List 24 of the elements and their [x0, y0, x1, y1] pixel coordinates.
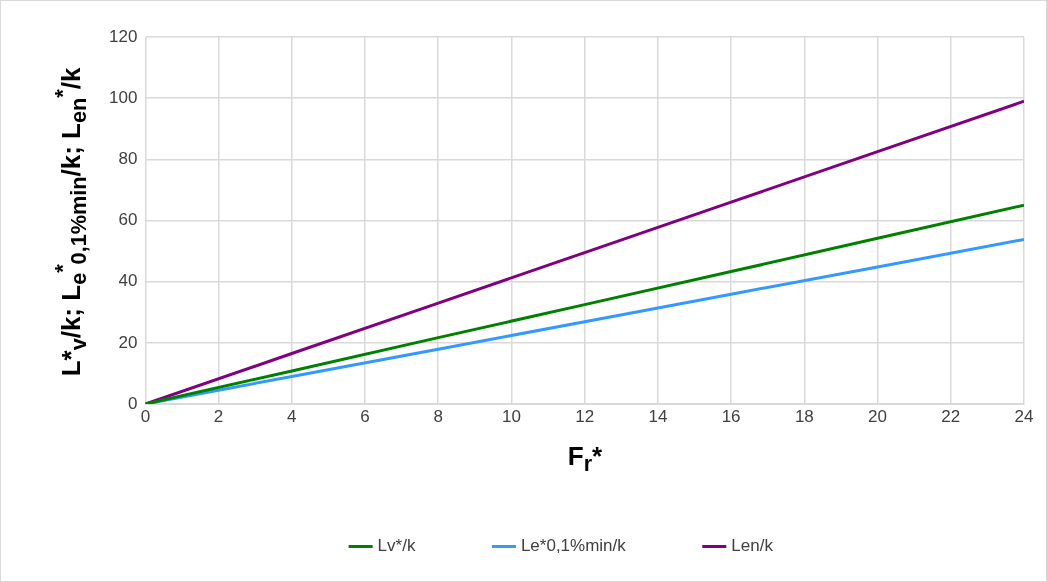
legend-label: Len/k [731, 536, 774, 556]
x-tick-label: 12 [575, 406, 595, 426]
y-tick-label: 40 [118, 271, 138, 291]
y-tick-label: 20 [118, 332, 138, 352]
x-tick-label: 22 [941, 406, 961, 426]
x-tick-label: 20 [868, 406, 888, 426]
x-tick-label: 6 [360, 406, 370, 426]
x-axis-title: F$_{r}$* [567, 440, 603, 478]
y-tick-label: 120 [108, 26, 138, 46]
x-tick-label: 4 [287, 406, 297, 426]
x-tick-label: 16 [721, 406, 741, 426]
x-tick-label: 0 [140, 406, 151, 426]
x-tick-label: 24 [1014, 406, 1034, 426]
x-tick-label: 14 [648, 406, 668, 426]
legend-label: Le*0,1%min/k [520, 536, 627, 556]
x-tick-label: 10 [502, 406, 521, 426]
x-tick-label: 2 [213, 406, 224, 426]
y-tick-label: 100 [108, 87, 138, 107]
y-tick-label: 0 [127, 393, 138, 413]
legend-label: Lv*/k [377, 536, 416, 556]
y-tick-label: 60 [118, 210, 138, 230]
y-tick-label: 80 [118, 149, 138, 169]
x-tick-label: 8 [433, 406, 443, 426]
x-tick-label: 18 [794, 406, 814, 426]
